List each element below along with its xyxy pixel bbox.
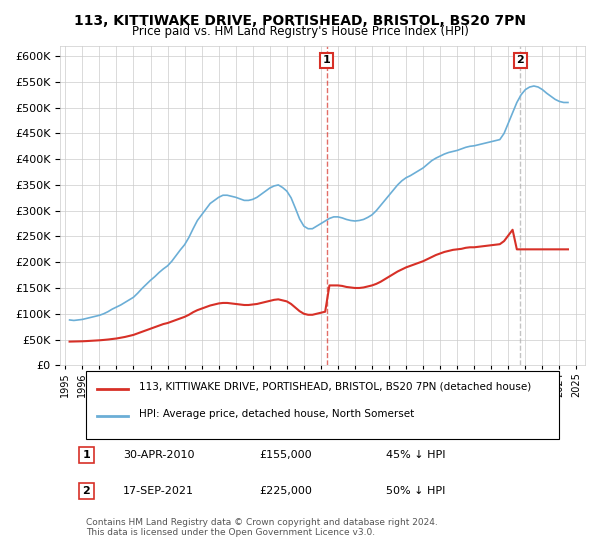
Text: HPI: Average price, detached house, North Somerset: HPI: Average price, detached house, Nort… [139,409,414,419]
Text: 50% ↓ HPI: 50% ↓ HPI [386,486,445,496]
Text: 45% ↓ HPI: 45% ↓ HPI [386,450,445,460]
Text: 1: 1 [323,55,331,66]
Text: Price paid vs. HM Land Registry's House Price Index (HPI): Price paid vs. HM Land Registry's House … [131,25,469,38]
Text: 113, KITTIWAKE DRIVE, PORTISHEAD, BRISTOL, BS20 7PN (detached house): 113, KITTIWAKE DRIVE, PORTISHEAD, BRISTO… [139,382,531,392]
Text: 113, KITTIWAKE DRIVE, PORTISHEAD, BRISTOL, BS20 7PN: 113, KITTIWAKE DRIVE, PORTISHEAD, BRISTO… [74,14,526,28]
Text: £225,000: £225,000 [260,486,313,496]
Text: 2: 2 [83,486,91,496]
FancyBboxPatch shape [86,371,559,439]
Text: 1: 1 [83,450,91,460]
Text: 17-SEP-2021: 17-SEP-2021 [123,486,194,496]
Text: £155,000: £155,000 [260,450,312,460]
Text: 2: 2 [517,55,524,66]
Text: 30-APR-2010: 30-APR-2010 [123,450,194,460]
Text: Contains HM Land Registry data © Crown copyright and database right 2024.
This d: Contains HM Land Registry data © Crown c… [86,518,438,538]
